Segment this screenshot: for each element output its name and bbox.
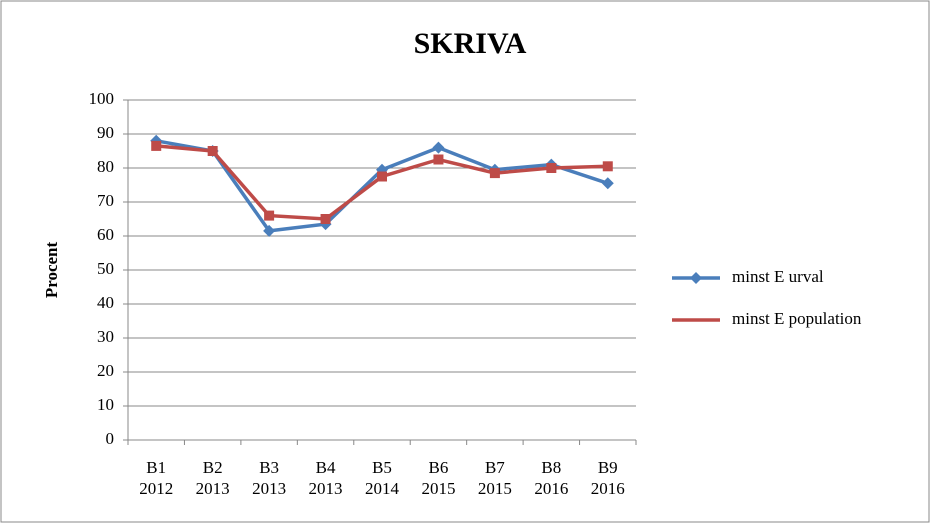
marker xyxy=(433,154,444,165)
y-tick-label: 50 xyxy=(97,259,114,278)
marker xyxy=(151,140,162,151)
marker xyxy=(601,177,614,190)
x-tick-label: 2015 xyxy=(478,479,512,498)
legend-label: minst E population xyxy=(732,309,862,328)
x-tick-label: B1 xyxy=(146,458,166,477)
marker xyxy=(264,210,275,221)
marker xyxy=(602,161,613,172)
marker xyxy=(546,163,557,173)
x-tick-label: B9 xyxy=(598,458,618,477)
x-tick-label: 2012 xyxy=(139,479,173,498)
x-tick-label: B6 xyxy=(429,458,449,477)
x-tick-label: 2013 xyxy=(252,479,286,498)
x-tick-label: B3 xyxy=(259,458,279,477)
x-tick-label: 2013 xyxy=(196,479,230,498)
y-tick-label: 20 xyxy=(97,361,114,380)
marker xyxy=(489,168,500,179)
chart-title: SKRIVA xyxy=(414,27,527,60)
marker xyxy=(263,224,276,237)
marker xyxy=(320,214,331,224)
y-axis-label: Procent xyxy=(42,242,61,299)
x-tick-label: 2016 xyxy=(591,479,625,498)
x-tick-label: 2014 xyxy=(365,479,400,498)
y-tick-label: 30 xyxy=(97,327,114,346)
y-tick-label: 60 xyxy=(97,225,114,244)
x-tick-label: 2015 xyxy=(421,479,455,498)
marker xyxy=(432,141,445,154)
x-tick-label: B5 xyxy=(372,458,392,477)
marker xyxy=(207,146,218,156)
y-tick-label: 100 xyxy=(89,89,115,108)
y-tick-label: 0 xyxy=(106,429,115,448)
x-tick-label: B2 xyxy=(203,458,223,477)
y-tick-label: 80 xyxy=(97,157,114,176)
y-tick-label: 70 xyxy=(97,191,114,210)
legend-label: minst E urval xyxy=(732,267,824,286)
x-tick-label: B4 xyxy=(316,458,336,477)
y-tick-label: 90 xyxy=(97,123,114,142)
x-tick-label: 2016 xyxy=(534,479,568,498)
x-tick-label: B7 xyxy=(485,458,505,477)
y-tick-label: 40 xyxy=(97,293,114,312)
x-tick-label: 2013 xyxy=(309,479,343,498)
marker xyxy=(377,171,387,182)
marker xyxy=(690,272,702,284)
y-tick-label: 10 xyxy=(97,395,114,414)
x-tick-label: B8 xyxy=(541,458,561,477)
